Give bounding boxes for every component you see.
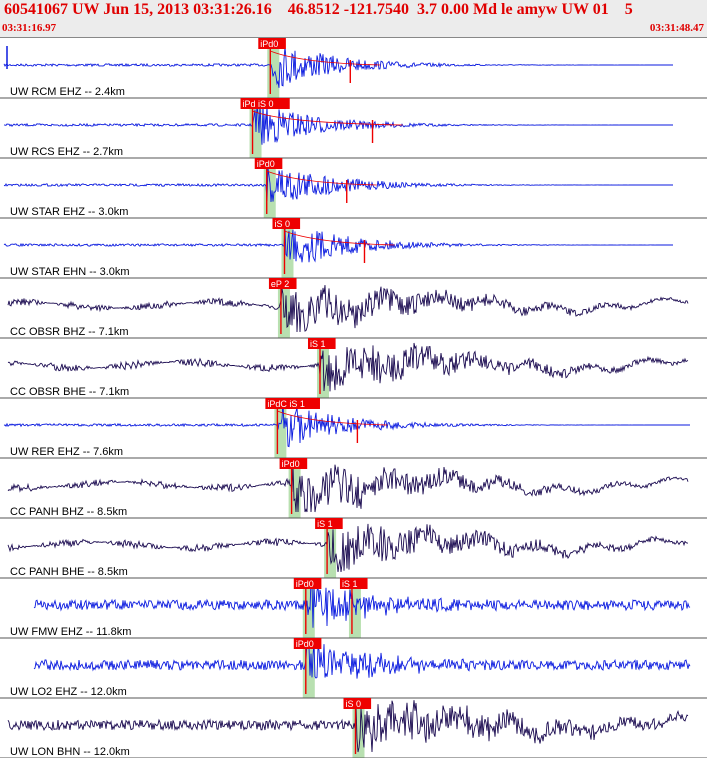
pick-label: iPd0 bbox=[296, 639, 314, 649]
trace-label: UW LO2 EHZ -- 12.0km bbox=[10, 686, 127, 698]
pick-label: iPd0 bbox=[282, 459, 300, 469]
event-header: 60541067 UW Jun 15, 2013 03:31:26.16 46.… bbox=[0, 0, 707, 38]
pick-label-box[interactable] bbox=[265, 398, 320, 409]
trace-panel[interactable]: iPd0 UW RCM EHZ -- 2.4km bbox=[0, 38, 707, 99]
coda-curve bbox=[270, 50, 381, 66]
pick-label: eP 2 bbox=[271, 279, 289, 289]
pick-label-box[interactable] bbox=[279, 458, 308, 469]
pick-label-box[interactable] bbox=[240, 98, 290, 109]
pick-label: iS 1 bbox=[310, 339, 326, 349]
pick-label-box[interactable] bbox=[254, 158, 283, 169]
waveform bbox=[33, 580, 691, 628]
waveform bbox=[7, 700, 689, 753]
waveform bbox=[3, 167, 673, 203]
coda-curve bbox=[266, 170, 377, 186]
trace-label: UW RER EHZ -- 7.6km bbox=[10, 446, 123, 458]
coda-curve bbox=[277, 410, 388, 426]
seismogram-plot[interactable]: iPd0 UW RCM EHZ -- 2.4km iPd iS 0 UW RCS EH… bbox=[0, 38, 707, 758]
pick-label-box[interactable] bbox=[258, 38, 286, 49]
pick-label: iS 0 bbox=[345, 699, 361, 709]
waveform bbox=[7, 523, 688, 573]
pick-label-box[interactable] bbox=[339, 578, 368, 589]
trace-panel[interactable]: iS 1 CC PANH BHE -- 8.5km bbox=[0, 518, 707, 579]
pick-label-box[interactable] bbox=[272, 218, 301, 229]
trace-panel[interactable]: eP 2 CC OBSR BHZ -- 7.1km bbox=[0, 278, 707, 339]
trace-label: CC PANH BHZ -- 8.5km bbox=[10, 506, 127, 518]
waveform bbox=[7, 342, 689, 392]
waveform bbox=[7, 285, 689, 333]
trace-panel[interactable]: iS 1 CC OBSR BHE -- 7.1km bbox=[0, 338, 707, 399]
waveform bbox=[3, 401, 690, 448]
time-end-label: 03:31:48.47 bbox=[649, 22, 704, 34]
trace-label: UW FMW EHZ -- 11.8km bbox=[10, 626, 131, 638]
pick-label-box[interactable] bbox=[315, 518, 343, 529]
waveform bbox=[3, 227, 673, 263]
trace-panel[interactable]: iPd0 iS 1 UW FMW EHZ -- 11.8km bbox=[0, 578, 707, 639]
trace-panel[interactable]: iS 0 UW STAR EHN -- 3.0km bbox=[0, 218, 707, 279]
trace-panel[interactable]: iPd0 UW STAR EHZ -- 3.0km bbox=[0, 158, 707, 219]
trace-label: UW STAR EHN -- 3.0km bbox=[10, 266, 130, 278]
pick-label: iPd iS 0 bbox=[243, 99, 274, 109]
event-title: 60541067 UW Jun 15, 2013 03:31:26.16 46.… bbox=[4, 1, 633, 18]
pick-label-box[interactable] bbox=[268, 278, 297, 289]
waveform bbox=[7, 464, 689, 513]
trace-panel[interactable]: iPd iS 0 UW RCS EHZ -- 2.7km bbox=[0, 98, 707, 159]
trace-label: UW STAR EHZ -- 3.0km bbox=[10, 206, 128, 218]
pick-label-box[interactable] bbox=[293, 578, 322, 589]
pick-label-box[interactable] bbox=[293, 638, 322, 649]
pick-label: iPd0 bbox=[257, 159, 275, 169]
time-start-label: 03:31:16.97 bbox=[2, 22, 57, 34]
pick-label: iPd0 bbox=[296, 579, 314, 589]
waveform bbox=[33, 639, 691, 679]
pick-label: iPd0 bbox=[260, 39, 278, 49]
pick-label: iS 1 bbox=[317, 519, 333, 529]
trace-panel[interactable]: iS 0 UW LON BHN -- 12.0km bbox=[0, 698, 707, 758]
pick-label: iS 0 bbox=[274, 219, 290, 229]
trace-label: CC OBSR BHZ -- 7.1km bbox=[10, 326, 129, 338]
coda-curve bbox=[284, 230, 395, 246]
waveform bbox=[3, 47, 673, 88]
trace-label: CC OBSR BHE -- 7.1km bbox=[10, 386, 129, 398]
pick-label-box[interactable] bbox=[343, 698, 372, 709]
pick-label: iPdC iS 1 bbox=[267, 399, 305, 409]
trace-label: UW RCM EHZ -- 2.4km bbox=[10, 86, 125, 98]
trace-panel[interactable]: iPd0 UW LO2 EHZ -- 12.0km bbox=[0, 638, 707, 699]
trace-panel[interactable]: iPdC iS 1 UW RER EHZ -- 7.6km bbox=[0, 398, 707, 459]
pick-label-box[interactable] bbox=[307, 338, 336, 349]
pick-label: iS 1 bbox=[342, 579, 358, 589]
trace-label: UW LON BHN -- 12.0km bbox=[10, 746, 130, 758]
waveform bbox=[3, 103, 673, 145]
trace-panel[interactable]: iPd0 CC PANH BHZ -- 8.5km bbox=[0, 458, 707, 519]
trace-label: UW RCS EHZ -- 2.7km bbox=[10, 146, 123, 158]
coda-curve bbox=[252, 110, 403, 126]
trace-label: CC PANH BHE -- 8.5km bbox=[10, 566, 128, 578]
